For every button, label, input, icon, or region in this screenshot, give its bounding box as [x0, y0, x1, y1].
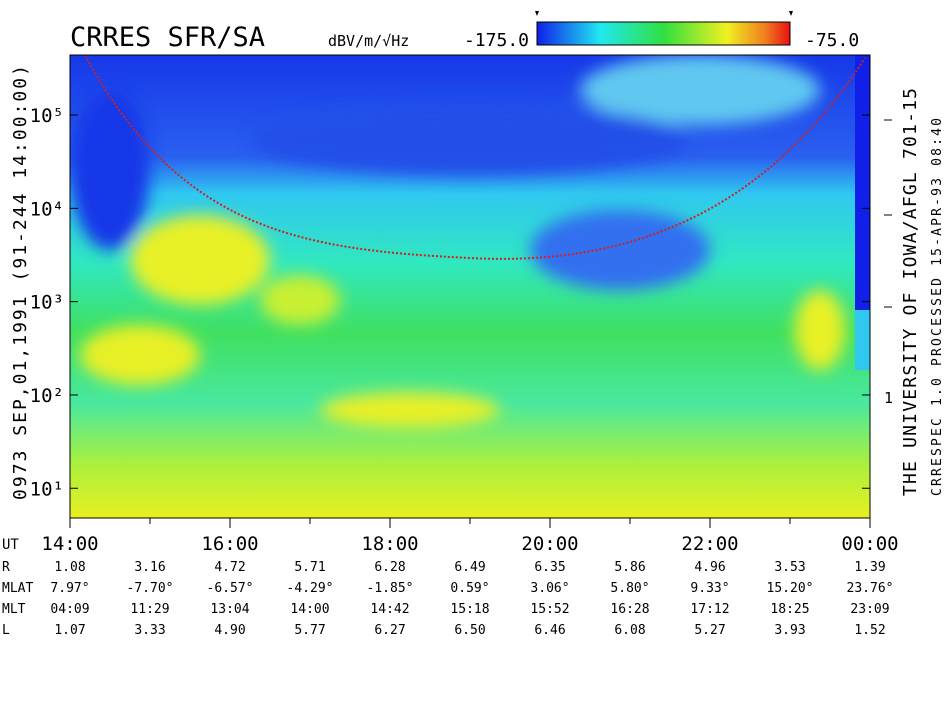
colorbar-markers: [535, 11, 793, 16]
ephemeris-cell: -6.57°: [207, 581, 254, 596]
ephemeris-cell: 5.71: [294, 560, 325, 575]
ephemeris-cell: 0.59°: [450, 581, 489, 596]
ephemeris-cell: 3.53: [774, 560, 805, 575]
x-tick-label: 20:00: [521, 533, 578, 555]
x-tick-label: 22:00: [681, 533, 738, 555]
ephemeris-cell: -4.29°: [287, 581, 334, 596]
x-tick-label: 00:00: [841, 533, 898, 555]
ephemeris-cell: 6.08: [614, 623, 645, 638]
right-label: THE UNIVERSITY OF IOWA/AFGL 701-15: [900, 88, 921, 496]
ephemeris-cell: 04:09: [50, 602, 89, 617]
ephemeris-cell: 3.06°: [530, 581, 569, 596]
ephemeris-cell: 1.52: [854, 623, 885, 638]
ephemeris-cell: 3.16: [134, 560, 165, 575]
x-tick-label: 18:00: [361, 533, 418, 555]
colorbar: [536, 21, 791, 46]
ephemeris-cell: -7.70°: [127, 581, 174, 596]
x-axis-label: UT: [2, 537, 19, 553]
ephemeris-cell: 6.27: [374, 623, 405, 638]
ephemeris-cell: 5.77: [294, 623, 325, 638]
right-axis-dashes: [884, 119, 892, 308]
ephemeris-row-label: MLAT: [2, 581, 33, 596]
ephemeris-cell: 13:04: [210, 602, 249, 617]
ephemeris-cell: 6.46: [534, 623, 565, 638]
y-tick-label: 10²: [30, 385, 64, 407]
ephemeris-cell: 4.90: [214, 623, 245, 638]
y-tick-label: 10³: [30, 292, 64, 314]
ephemeris-row-label: R: [2, 560, 10, 575]
ephemeris-cell: -1.85°: [367, 581, 414, 596]
right-axis-label: 1: [884, 389, 893, 407]
ephemeris-cell: 14:00: [290, 602, 329, 617]
y-tick-label: 10¹: [30, 478, 64, 500]
ephemeris-cell: 3.33: [134, 623, 165, 638]
ephemeris-cell: 15:52: [530, 602, 569, 617]
right-label-small: CRRESPEC 1.0 PROCESSED 15-APR-93 08:40: [930, 118, 945, 496]
title: CRRES SFR/SA: [70, 22, 265, 53]
ephemeris-cell: 9.33°: [690, 581, 729, 596]
ephemeris-cell: 17:12: [690, 602, 729, 617]
x-tick-label: 16:00: [201, 533, 258, 555]
ephemeris-cell: 1.07: [54, 623, 85, 638]
x-tick-label: 14:00: [41, 533, 98, 555]
ephemeris-row-label: L: [2, 623, 10, 638]
ephemeris-cell: 6.50: [454, 623, 485, 638]
ephemeris-cell: 4.96: [694, 560, 725, 575]
ephemeris-cell: 1.08: [54, 560, 85, 575]
ephemeris-cell: 11:29: [130, 602, 169, 617]
colorbar-min-label: -175.0: [464, 30, 529, 51]
ephemeris-cell: 1.39: [854, 560, 885, 575]
ephemeris-cell: 3.93: [774, 623, 805, 638]
ephemeris-cell: 5.80°: [610, 581, 649, 596]
ephemeris-cell: 5.27: [694, 623, 725, 638]
spectrogram-image: [70, 55, 870, 518]
ephemeris-cell: 7.97°: [50, 581, 89, 596]
ephemeris-row-label: MLT: [2, 602, 26, 617]
ephemeris-cell: 15.20°: [767, 581, 814, 596]
ephemeris-cell: 23.76°: [847, 581, 894, 596]
colorbar-max-label: -75.0: [805, 30, 859, 51]
ephemeris-cell: 6.28: [374, 560, 405, 575]
ephemeris-cell: 14:42: [370, 602, 409, 617]
ephemeris-cell: 5.86: [614, 560, 645, 575]
y-tick-label: 10⁴: [30, 198, 64, 220]
ephemeris-cell: 6.35: [534, 560, 565, 575]
y-tick-label: 10⁵: [30, 105, 64, 127]
ephemeris-cell: 6.49: [454, 560, 485, 575]
ephemeris-cell: 23:09: [850, 602, 889, 617]
ephemeris-cell: 4.72: [214, 560, 245, 575]
ephemeris-cell: 18:25: [770, 602, 809, 617]
ephemeris-cell: 16:28: [610, 602, 649, 617]
ephemeris-cell: 15:18: [450, 602, 489, 617]
left-label: 0973 SEP,01,1991 (91-244 14:00:00): [10, 65, 31, 500]
colorbar-unit: dBV/m/√Hz: [328, 32, 409, 50]
